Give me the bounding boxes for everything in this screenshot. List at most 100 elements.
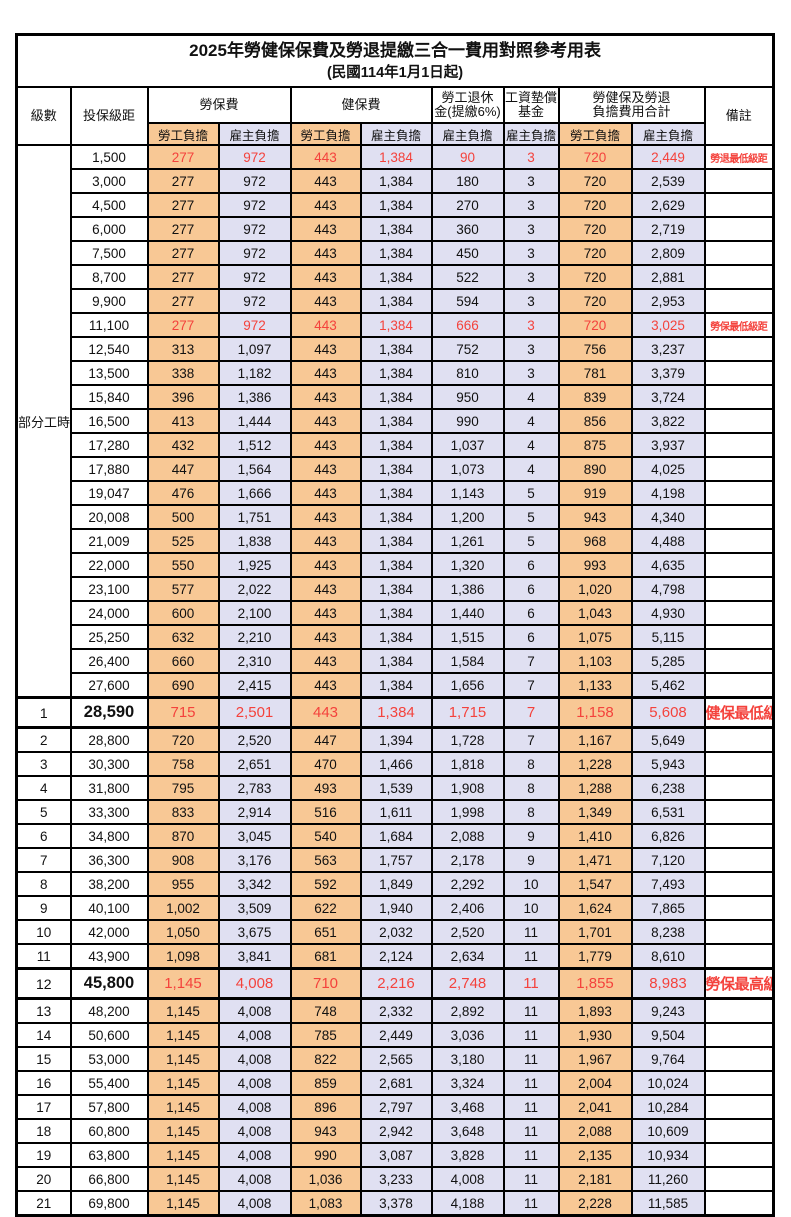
pension-employer-cell: 2,634 bbox=[430, 943, 505, 970]
health-employer-cell: 1,466 bbox=[359, 751, 433, 778]
table-row: 8 38,200 955 3,342 592 1,849 2,292 10 1,547 7,493 bbox=[15, 871, 775, 898]
labor-employee-cell: 1,145 bbox=[146, 967, 220, 1001]
pension-employer-cell: 2,520 bbox=[430, 919, 505, 946]
table-row: 15 53,000 1,145 4,008 822 2,565 3,180 11 1,967 9,… bbox=[15, 1046, 775, 1073]
salary-bracket-cell: 28,800 bbox=[69, 727, 149, 754]
wage-fund-employer-cell: 11 bbox=[502, 1046, 560, 1073]
col-header-wage-fund: 工資墊償 基金 bbox=[502, 86, 560, 125]
total-employee-cell: 1,930 bbox=[557, 1022, 633, 1049]
pension-employer-cell: 810 bbox=[430, 360, 505, 387]
labor-employer-cell: 4,008 bbox=[217, 967, 292, 1001]
health-employer-cell: 2,942 bbox=[359, 1118, 433, 1145]
total-employee-cell: 1,103 bbox=[557, 648, 633, 675]
salary-bracket-cell: 36,300 bbox=[69, 847, 149, 874]
pension-employer-cell: 3,036 bbox=[430, 1022, 505, 1049]
labor-employee-cell: 277 bbox=[146, 288, 220, 315]
page-subtitle: (民國114年1月1日起) bbox=[326, 64, 464, 81]
salary-bracket-cell: 31,800 bbox=[69, 775, 149, 802]
labor-employee-cell: 1,050 bbox=[146, 919, 220, 946]
table-row: 10 42,000 1,050 3,675 651 2,032 2,520 11 1,701 8,… bbox=[15, 919, 775, 946]
labor-employee-cell: 955 bbox=[146, 871, 220, 898]
remark-cell bbox=[703, 624, 775, 651]
labor-employee-cell: 1,145 bbox=[146, 1166, 220, 1193]
health-employee-cell: 443 bbox=[289, 576, 362, 603]
pension-employer-cell: 270 bbox=[430, 192, 505, 219]
health-employer-cell: 1,384 bbox=[359, 576, 433, 603]
salary-bracket-cell: 60,800 bbox=[69, 1118, 149, 1145]
pension-employer-cell: 1,073 bbox=[430, 456, 505, 483]
total-employee-cell: 968 bbox=[557, 528, 633, 555]
total-employer-cell: 3,937 bbox=[630, 432, 706, 459]
total-employee-cell: 919 bbox=[557, 480, 633, 507]
total-employee-cell: 2,088 bbox=[557, 1118, 633, 1145]
remark-cell bbox=[703, 504, 775, 531]
total-employee-cell: 1,893 bbox=[557, 998, 633, 1025]
total-employer-cell: 5,943 bbox=[630, 751, 706, 778]
health-employer-cell: 1,611 bbox=[359, 799, 433, 826]
labor-employer-cell: 3,509 bbox=[217, 895, 292, 922]
wage-fund-employer-cell: 10 bbox=[502, 871, 560, 898]
wage-fund-employer-cell: 3 bbox=[502, 360, 560, 387]
level-cell: 20 bbox=[15, 1166, 72, 1193]
labor-employee-cell: 432 bbox=[146, 432, 220, 459]
pension-employer-cell: 3,468 bbox=[430, 1094, 505, 1121]
labor-employer-cell: 4,008 bbox=[217, 1166, 292, 1193]
health-employee-cell: 443 bbox=[289, 144, 362, 171]
salary-bracket-cell: 1,500 bbox=[69, 144, 149, 171]
salary-bracket-cell: 6,000 bbox=[69, 216, 149, 243]
health-employer-cell: 1,394 bbox=[359, 727, 433, 754]
total-employer-cell: 6,826 bbox=[630, 823, 706, 850]
table-row: 26,400 660 2,310 443 1,384 1,584 7 1,103 5,285 bbox=[17, 648, 775, 675]
labor-employer-cell: 972 bbox=[217, 264, 292, 291]
labor-employer-cell: 972 bbox=[217, 168, 292, 195]
labor-employer-cell: 1,444 bbox=[217, 408, 292, 435]
total-employer-cell: 7,865 bbox=[630, 895, 706, 922]
level-cell: 7 bbox=[15, 847, 72, 874]
labor-employee-cell: 1,145 bbox=[146, 1022, 220, 1049]
labor-employer-cell: 1,751 bbox=[217, 504, 292, 531]
health-employee-cell: 443 bbox=[289, 384, 362, 411]
health-employer-cell: 2,565 bbox=[359, 1046, 433, 1073]
remark-cell bbox=[703, 871, 775, 898]
remark-cell bbox=[703, 1046, 775, 1073]
labor-employee-cell: 758 bbox=[146, 751, 220, 778]
table-row: 9 40,100 1,002 3,509 622 1,940 2,406 10 1,624 7,8… bbox=[15, 895, 775, 922]
header-group-row: 級數 投保級距 勞保費 健保費 勞工退休 金(提繳6%) 工資墊償 基金 勞健保及勞… bbox=[15, 86, 775, 147]
subheader-pension-employer: 雇主負擔 bbox=[430, 122, 505, 147]
remark-cell bbox=[703, 1166, 775, 1193]
labor-employer-cell: 4,008 bbox=[217, 1118, 292, 1145]
table-body: 部分工時 1,500 277 972 443 1,384 90 3 720 2,449 勞退最低級距… bbox=[15, 144, 775, 1217]
health-employer-cell: 1,384 bbox=[359, 264, 433, 291]
title-row: 2025年勞健保保費及勞退提繳三合一費用對照參考用表 (民國114年1月1日起) bbox=[15, 33, 775, 89]
total-employee-cell: 1,158 bbox=[557, 696, 633, 730]
health-employer-cell: 3,378 bbox=[359, 1190, 433, 1217]
health-employer-cell: 1,539 bbox=[359, 775, 433, 802]
labor-employer-cell: 2,651 bbox=[217, 751, 292, 778]
labor-employee-cell: 1,145 bbox=[146, 1070, 220, 1097]
total-employer-cell: 5,649 bbox=[630, 727, 706, 754]
total-employee-cell: 720 bbox=[557, 168, 633, 195]
health-employee-cell: 443 bbox=[289, 240, 362, 267]
wage-fund-employer-cell: 11 bbox=[502, 1094, 560, 1121]
pension-employer-cell: 3,324 bbox=[430, 1070, 505, 1097]
total-employer-cell: 3,025 bbox=[630, 312, 706, 339]
pension-employer-cell: 4,008 bbox=[430, 1166, 505, 1193]
salary-bracket-cell: 24,000 bbox=[69, 600, 149, 627]
labor-employee-cell: 476 bbox=[146, 480, 220, 507]
pension-header-line2: 金(提繳6%) bbox=[434, 104, 501, 120]
remark-cell bbox=[703, 1142, 775, 1169]
total-employer-cell: 3,379 bbox=[630, 360, 706, 387]
health-employee-cell: 943 bbox=[289, 1118, 362, 1145]
salary-bracket-cell: 45,800 bbox=[69, 967, 149, 1001]
labor-employer-cell: 972 bbox=[217, 216, 292, 243]
total-employer-cell: 5,115 bbox=[630, 624, 706, 651]
total-employee-cell: 720 bbox=[557, 216, 633, 243]
remark-cell bbox=[703, 1022, 775, 1049]
total-employee-cell: 720 bbox=[557, 312, 633, 339]
labor-employer-cell: 3,045 bbox=[217, 823, 292, 850]
table-row: 6,000 277 972 443 1,384 360 3 720 2,719 bbox=[17, 216, 775, 243]
labor-employee-cell: 550 bbox=[146, 552, 220, 579]
pension-employer-cell: 4,188 bbox=[430, 1190, 505, 1217]
total-employer-cell: 2,953 bbox=[630, 288, 706, 315]
wage-fund-employer-cell: 7 bbox=[502, 696, 560, 730]
